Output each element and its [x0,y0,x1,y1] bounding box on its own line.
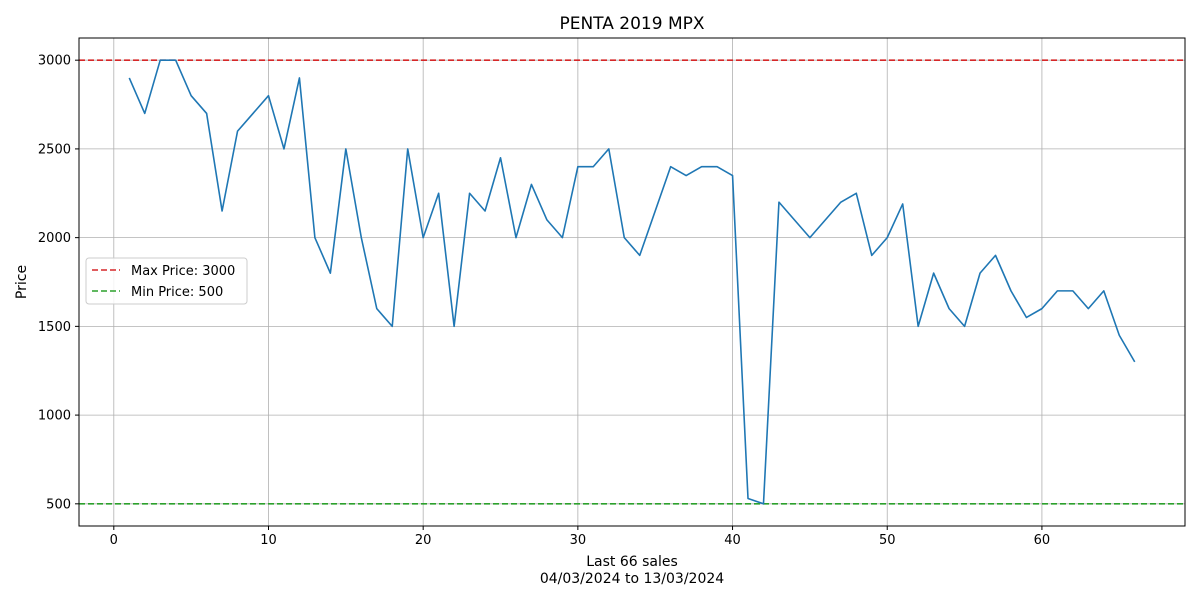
y-axis-label: Price [14,265,30,299]
legend-label-min: Min Price: 500 [131,285,223,300]
x-tick-label: 50 [879,533,896,548]
series-line [128,59,1136,505]
x-tick-label: 0 [110,533,118,548]
legend-box [85,257,248,305]
x-tick-label: 40 [724,533,741,548]
legend-label-max: Max Price: 3000 [131,264,235,279]
x-tick-label: 20 [415,533,432,548]
x-tick-label: 60 [1034,533,1051,548]
y-tick-label: 1000 [38,409,71,424]
ticks-layer: 0 10 20 30 40 50 60 500 1000 1500 2000 2500 3000 [38,54,1050,548]
y-tick-label: 2000 [38,231,71,246]
x-tick-label: 30 [570,533,587,548]
reference-lines [79,59,1185,505]
series-layer [128,59,1136,505]
plot-frame [78,37,1186,527]
legend: Max Price: 3000 Min Price: 500 [85,257,248,305]
x-axis-label: Last 66 sales [586,554,678,570]
x-axis-sublabel: 04/03/2024 to 13/03/2024 [540,571,724,587]
chart-title: PENTA 2019 MPX [559,14,704,34]
x-tick-label: 10 [260,533,277,548]
y-tick-label: 3000 [38,54,71,69]
y-tick-label: 2500 [38,142,71,157]
y-tick-label: 1500 [38,320,71,335]
y-tick-label: 500 [46,497,71,512]
